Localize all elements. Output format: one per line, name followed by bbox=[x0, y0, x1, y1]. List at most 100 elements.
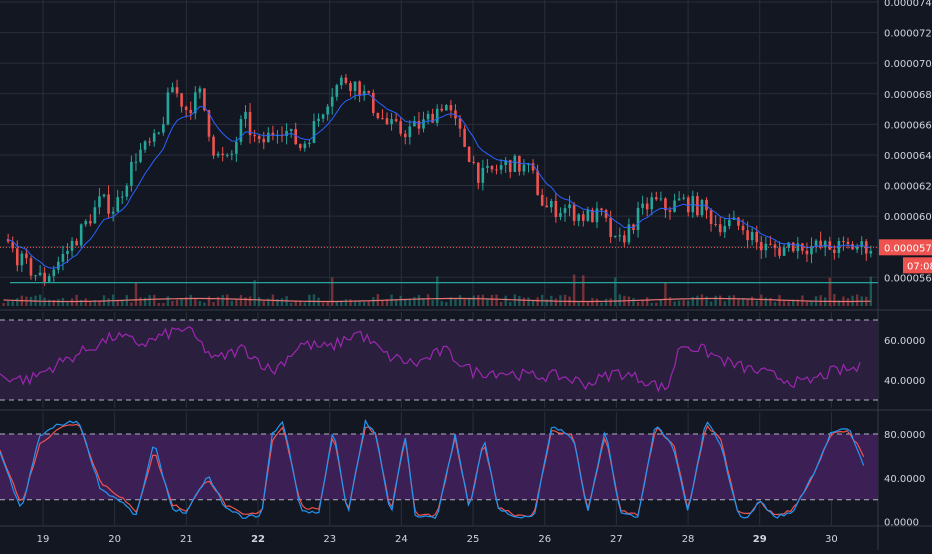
candle-body bbox=[536, 170, 539, 195]
volume-bar bbox=[600, 302, 603, 306]
candle-body bbox=[61, 254, 65, 262]
candle-body bbox=[755, 231, 759, 243]
volume-bar bbox=[723, 301, 726, 306]
volume-bar bbox=[481, 294, 485, 306]
candle-body bbox=[189, 109, 193, 114]
candle-body bbox=[267, 132, 270, 143]
volume-bar bbox=[235, 299, 238, 306]
volume-bar bbox=[796, 299, 800, 306]
countdown-label: 07:08 bbox=[907, 261, 932, 272]
volume-bar bbox=[696, 295, 699, 306]
candle-body bbox=[340, 77, 343, 86]
volume-bar bbox=[764, 297, 768, 306]
candle-body bbox=[801, 243, 804, 251]
candle-body bbox=[285, 131, 288, 136]
volume-bar bbox=[595, 298, 599, 306]
candle-body bbox=[823, 241, 827, 248]
candle-body bbox=[381, 118, 384, 120]
time-tick-label: 23 bbox=[323, 534, 336, 545]
volume-bar bbox=[349, 299, 352, 306]
candle-body bbox=[741, 225, 745, 231]
candle-body bbox=[93, 207, 97, 224]
volume-bar bbox=[121, 300, 124, 306]
price-axis[interactable]: 0.00007400 0.00007200 0.00007000 0.00006800… bbox=[879, 0, 932, 529]
volume-bar bbox=[563, 294, 567, 306]
volume-bar bbox=[207, 296, 211, 306]
candle-body bbox=[52, 269, 56, 277]
candle-body bbox=[47, 276, 51, 282]
last-price-label: 0.00005796 bbox=[884, 243, 932, 254]
candle-body bbox=[613, 235, 617, 237]
volume-bar bbox=[477, 295, 480, 306]
candle-body bbox=[869, 251, 873, 254]
candle-body bbox=[540, 194, 544, 206]
volume-bar bbox=[79, 299, 83, 306]
volume-bar bbox=[2, 302, 5, 306]
candle-body bbox=[499, 165, 503, 170]
volume-bar bbox=[645, 297, 649, 306]
candle-body bbox=[193, 92, 197, 114]
candle-body bbox=[568, 204, 571, 209]
volume-bar bbox=[869, 276, 873, 306]
volume-bar bbox=[367, 301, 370, 306]
candle-body bbox=[445, 105, 448, 111]
candle-body bbox=[623, 235, 626, 243]
candle-body bbox=[563, 208, 567, 213]
volume-bar bbox=[171, 300, 174, 306]
candle-body bbox=[166, 92, 170, 125]
time-axis[interactable]: 19 20 21 22 23 24 25 26 27 28 29 30 bbox=[37, 534, 838, 545]
volume-bar bbox=[746, 299, 749, 306]
price-tick-label: 0.00007200 bbox=[884, 29, 932, 40]
volume-bar bbox=[385, 299, 389, 306]
candle-body bbox=[75, 240, 78, 246]
candle-body bbox=[152, 133, 156, 142]
candle-body bbox=[25, 253, 28, 259]
time-tick-label: 25 bbox=[467, 534, 480, 545]
candle-body bbox=[321, 114, 325, 119]
candle-body bbox=[148, 141, 151, 143]
volume-bar bbox=[486, 299, 489, 306]
candle-body bbox=[29, 258, 33, 276]
candle-body bbox=[390, 119, 393, 125]
volume-bar bbox=[362, 301, 366, 306]
candle-body bbox=[782, 247, 786, 256]
volume-bar bbox=[66, 302, 69, 306]
candle-body bbox=[864, 241, 868, 254]
volume-bar bbox=[153, 294, 156, 306]
volume-bar bbox=[294, 301, 297, 306]
volume-bar bbox=[650, 302, 653, 306]
time-tick-label: 29 bbox=[753, 534, 767, 545]
volume-bar bbox=[454, 299, 457, 306]
time-tick-label: 27 bbox=[610, 534, 623, 545]
candle-body bbox=[262, 138, 266, 143]
candle-body bbox=[175, 87, 179, 94]
candle-body bbox=[130, 161, 133, 186]
time-tick-label: 19 bbox=[37, 534, 50, 545]
candle-body bbox=[586, 209, 590, 221]
volume-bar bbox=[750, 296, 754, 306]
stoch-band bbox=[0, 433, 878, 500]
volume-bar bbox=[682, 300, 685, 306]
volume-bar bbox=[705, 296, 708, 306]
volume-bar bbox=[358, 301, 361, 306]
candle-body bbox=[349, 82, 352, 91]
volume-bar bbox=[609, 298, 612, 306]
volume-bar bbox=[404, 299, 407, 306]
candle-body bbox=[805, 250, 809, 255]
candle-body bbox=[773, 244, 777, 249]
price-tick-label: 0.00006800 bbox=[884, 90, 932, 101]
candle-body bbox=[545, 205, 549, 208]
volume-bar bbox=[618, 294, 621, 306]
candle-body bbox=[495, 169, 498, 171]
candle-body bbox=[84, 221, 88, 225]
candle-body bbox=[330, 96, 334, 107]
volume-bar bbox=[57, 299, 60, 306]
candle-body bbox=[440, 108, 444, 111]
candle-body bbox=[463, 128, 466, 147]
candle-body bbox=[673, 200, 676, 212]
volume-bar bbox=[299, 300, 302, 306]
candle-body bbox=[791, 242, 795, 252]
volume-bar bbox=[700, 294, 704, 306]
